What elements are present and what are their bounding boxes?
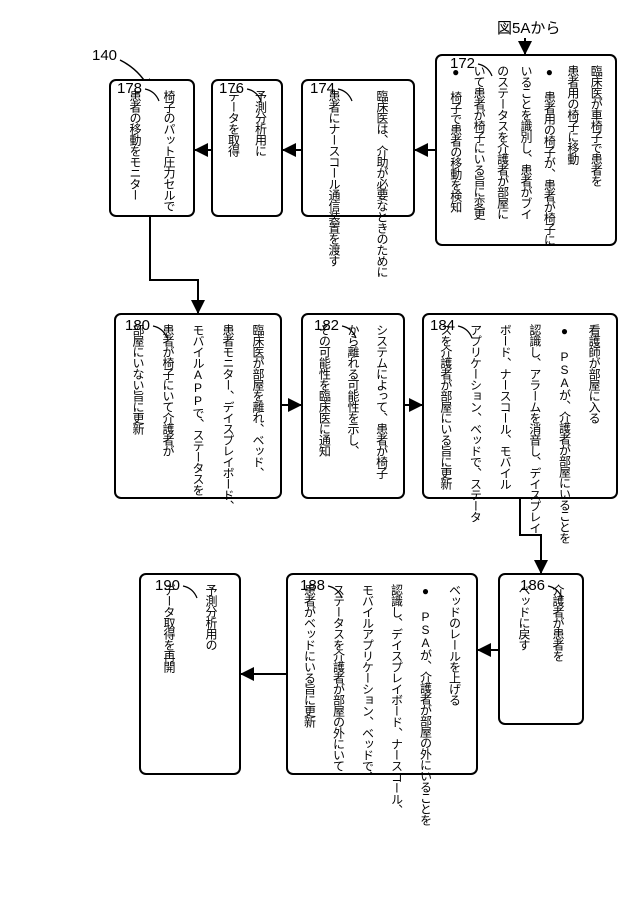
- flow-box-rect: [110, 80, 194, 216]
- flow-box-182: 182システムによって、患者が椅子から離れる可能性を示し、その可能性を臨床医に通…: [302, 314, 404, 498]
- flow-box-188: 188ベッドのレールを上げる● PSAが、介護者が部屋の外にいることを認識し、デ…: [287, 574, 477, 825]
- flow-box-text-line: 認識し、デイスプレイボード、ナースコール、: [390, 583, 404, 815]
- flow-box-text-line: システムによって、患者が椅子: [375, 324, 389, 479]
- flow-box-rect: [212, 80, 282, 216]
- flow-box-text-line: 看護師が部屋に入る: [587, 324, 601, 423]
- flow-box-rect: [499, 574, 583, 724]
- flow-box-text-line: 認識し、アラームを消音し、デイスプレイ: [528, 323, 542, 533]
- flow-box-text-line: データを取得: [227, 90, 241, 157]
- flow-box-text-line: 患者がベッドにいる旨に更新: [303, 584, 317, 728]
- flow-box-text-line: 患者の移動をモニター: [128, 90, 142, 200]
- flow-box-text-line: 患者が椅子にいて介護者が: [161, 324, 175, 457]
- flow-box-text-line: 予測分析用に: [254, 90, 268, 157]
- flow-box-text-line: モバイルアプリケーション、ベッドで、: [361, 584, 375, 782]
- flow-box-190: 190予測分析用のデータ取得を再開: [140, 574, 240, 774]
- flow-box-text-line: 部屋にいない旨に更新: [131, 323, 145, 435]
- flow-box-text-line: 患者モニター、デイスプレイボード、: [221, 324, 235, 511]
- flow-box-text-line: ベッドのレールを上げる: [448, 584, 462, 705]
- flow-box-text-line: 臨床医は、介助が必要なときのために: [375, 90, 389, 278]
- flow-box-rect: [140, 574, 240, 774]
- from-figure-label: 図5Aから: [497, 20, 560, 37]
- flow-box-text-line: から離れる可能性を示し、: [346, 324, 360, 456]
- flowchart-canvas: 140図5Aから172臨床医が車椅子で患者を患者用の椅子に移動● 患者用の椅子が…: [0, 0, 640, 908]
- flow-box-text-line: のステータスを介護者が部屋に: [496, 65, 510, 220]
- flow-box-text-line: アプリケーション、ベッドで、ステータ: [469, 324, 483, 523]
- flow-box-text-line: ● 椅子で患者の移動を検知: [449, 65, 463, 214]
- flow-box-text-line: ベッドに戻す: [517, 584, 531, 651]
- flow-box-text-line: ● PSAが、介護者が部屋の外にいることを: [419, 584, 433, 825]
- flow-connector: [150, 216, 198, 314]
- flow-box-text-line: いることを識別し、患者がブイ: [519, 65, 533, 219]
- flow-box-text-line: ● 患者用の椅子が、患者が椅子に: [542, 65, 556, 246]
- flow-box-text-line: その可能性を臨床医に通知: [317, 324, 331, 458]
- figure-number: 140: [92, 47, 117, 64]
- flow-box-text-line: 患者用の椅子に移動: [566, 65, 580, 165]
- flow-box-text-line: いて患者が椅子にいる旨に変更: [472, 65, 486, 220]
- flow-box-176: 176予測分析用にデータを取得: [212, 80, 282, 216]
- flow-box-text-line: 椅子のパット圧力セルで: [162, 90, 176, 212]
- flow-box-text-line: ボード、ナースコール、モバイル: [498, 324, 512, 489]
- flow-box-180: 180臨床医が部屋を離れ、ベッド、患者モニター、デイスプレイボード、モバイルAP…: [115, 314, 281, 511]
- flow-box-text-line: スを介護者が部屋にいる旨に更新: [439, 324, 453, 490]
- flow-box-text-line: ● PSAが、介護者が部屋にいることを: [558, 324, 572, 543]
- flow-box-text-line: ステータスを介護者が部屋の外にいて: [332, 584, 346, 772]
- flow-box-rect: [302, 80, 414, 216]
- flow-box-text-line: 臨床医が車椅子で患者を: [589, 65, 603, 186]
- flow-box-text-line: 患者にナースコール通信装置を渡す: [327, 90, 341, 267]
- flow-box-178: 178椅子のパット圧力セルで患者の移動をモニター: [110, 80, 194, 216]
- flow-box-172: 172臨床医が車椅子で患者を患者用の椅子に移動● 患者用の椅子が、患者が椅子にい…: [436, 55, 616, 246]
- flow-box-text-line: データ取得を再開: [162, 584, 176, 673]
- flow-box-174: 174臨床医は、介助が必要なときのために患者にナースコール通信装置を渡す: [302, 80, 414, 278]
- flow-box-text-line: モバイルAPPで、ステータスを: [191, 324, 205, 495]
- flow-box-186: 186介護者が患者をベッドに戻す: [499, 574, 583, 724]
- flow-box-text-line: 介護者が患者を: [551, 584, 565, 661]
- flow-box-text-line: 臨床医が部屋を離れ、ベッド、: [251, 324, 265, 478]
- flow-box-text-line: 予測分析用の: [204, 584, 218, 651]
